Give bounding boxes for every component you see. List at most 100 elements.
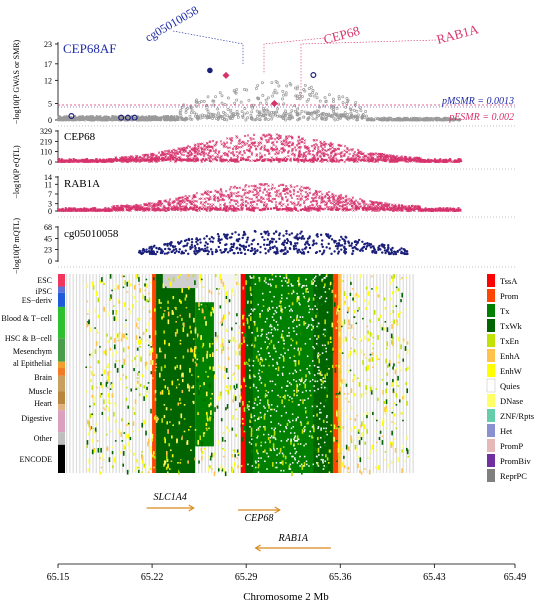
- eqtl-point: [70, 159, 73, 162]
- eqtl-point: [157, 151, 161, 154]
- eqtl-point: [250, 197, 254, 201]
- eqtl-point: [415, 156, 418, 160]
- eqtl-point: [285, 135, 288, 138]
- gwas-point: [260, 81, 264, 85]
- eqtl-point: [359, 150, 363, 154]
- gwas-point: [345, 116, 349, 119]
- eqtl-point: [175, 152, 178, 155]
- gwas-point: [86, 118, 89, 121]
- eqtl-point: [125, 159, 128, 162]
- eqtl-point: [249, 136, 252, 140]
- eqtl-point: [147, 208, 150, 211]
- gwas-point: [354, 101, 358, 104]
- mqtl-y-tick-label: 68: [44, 223, 52, 232]
- eqtl-point: [295, 194, 299, 198]
- gwas-point: [183, 117, 187, 121]
- eqtl-point: [262, 159, 265, 162]
- gwas-point: [85, 115, 88, 118]
- eqtl-point: [150, 156, 153, 159]
- eqtl-point: [202, 154, 206, 158]
- gwas-point: [273, 88, 277, 92]
- eqtl-point: [254, 159, 257, 162]
- eqtl-point: [219, 140, 223, 143]
- gwas-point: [257, 113, 261, 117]
- gwas-y-tick-label: 17: [44, 60, 52, 69]
- gwas-point: [189, 117, 193, 121]
- eqtl-point: [163, 208, 166, 211]
- eqtl-point: [343, 144, 347, 148]
- eqtl-point: [408, 156, 411, 159]
- gwas-point: [314, 117, 318, 121]
- eqtl-point: [275, 140, 279, 144]
- eqtl-point: [290, 196, 294, 200]
- eqtl-point: [149, 204, 152, 208]
- eqtl-point: [189, 153, 193, 157]
- eqtl-point: [182, 153, 186, 157]
- eqtl-point: [316, 151, 319, 155]
- eqtl-point: [275, 189, 279, 193]
- eqtl-point: [215, 140, 218, 144]
- eqtl-point: [263, 154, 267, 157]
- eqtl-point: [339, 155, 343, 158]
- eqtl-point: [203, 144, 206, 147]
- eqtl-point: [211, 145, 214, 149]
- gwas-highlight-point: [68, 113, 75, 120]
- eqtl-rab1a-y-tick-label: 7: [48, 190, 52, 199]
- eqtl-point: [396, 159, 399, 162]
- gwas-y-tick-label: 23: [44, 40, 52, 49]
- gwas-point: [255, 109, 259, 113]
- gwas-point: [405, 116, 409, 120]
- eqtl-point: [200, 197, 203, 200]
- gwas-point: [397, 118, 401, 122]
- eqtl-point: [282, 150, 286, 153]
- eqtl-point: [307, 159, 310, 162]
- eqtl-point: [174, 149, 177, 152]
- eqtl-point: [380, 154, 383, 158]
- eqtl-point: [295, 158, 298, 161]
- gwas-point: [194, 112, 198, 116]
- mqtl-point: [366, 241, 369, 245]
- eqtl-point: [219, 159, 222, 162]
- eqtl-point: [356, 160, 359, 163]
- eqtl-point: [56, 208, 60, 211]
- eqtl-point: [267, 159, 270, 162]
- eqtl-point: [241, 207, 244, 210]
- eqtl-point: [338, 159, 341, 162]
- eqtl-point: [238, 194, 241, 197]
- eqtl-point: [271, 197, 274, 201]
- eqtl-point: [209, 203, 212, 206]
- eqtl-point: [406, 207, 409, 210]
- eqtl-point: [406, 160, 409, 163]
- eqtl-point: [301, 156, 305, 159]
- eqtl-point: [333, 199, 337, 202]
- eqtl-point: [390, 159, 393, 162]
- mqtl-point: [197, 246, 201, 250]
- gwas-point: [127, 116, 131, 119]
- mqtl-point: [231, 232, 234, 236]
- eqtl-point: [102, 158, 105, 161]
- eqtl-point: [237, 204, 240, 208]
- mqtl-point: [308, 246, 312, 250]
- gwas-point: [298, 91, 302, 95]
- eqtl-point: [397, 203, 401, 207]
- gwas-point: [205, 104, 209, 107]
- gwas-point: [288, 81, 292, 85]
- gwas-point: [386, 118, 390, 122]
- eqtl-point: [230, 192, 233, 195]
- eqtl-point: [284, 138, 288, 141]
- eqtl-point: [89, 207, 92, 210]
- eqtl-point: [321, 200, 324, 204]
- eqtl-point: [227, 150, 231, 153]
- eqtl-point: [459, 158, 462, 161]
- eqtl-point: [179, 149, 182, 152]
- eqtl-point: [206, 190, 209, 193]
- eqtl-point: [324, 207, 327, 210]
- gwas-point: [160, 116, 164, 119]
- eqtl-point: [359, 197, 362, 201]
- eqtl-point: [300, 208, 303, 211]
- gwas-point: [154, 118, 157, 121]
- eqtl-point: [296, 184, 299, 188]
- eqtl-point: [366, 156, 369, 160]
- gwas-point: [120, 117, 123, 120]
- eqtl-point: [445, 208, 448, 211]
